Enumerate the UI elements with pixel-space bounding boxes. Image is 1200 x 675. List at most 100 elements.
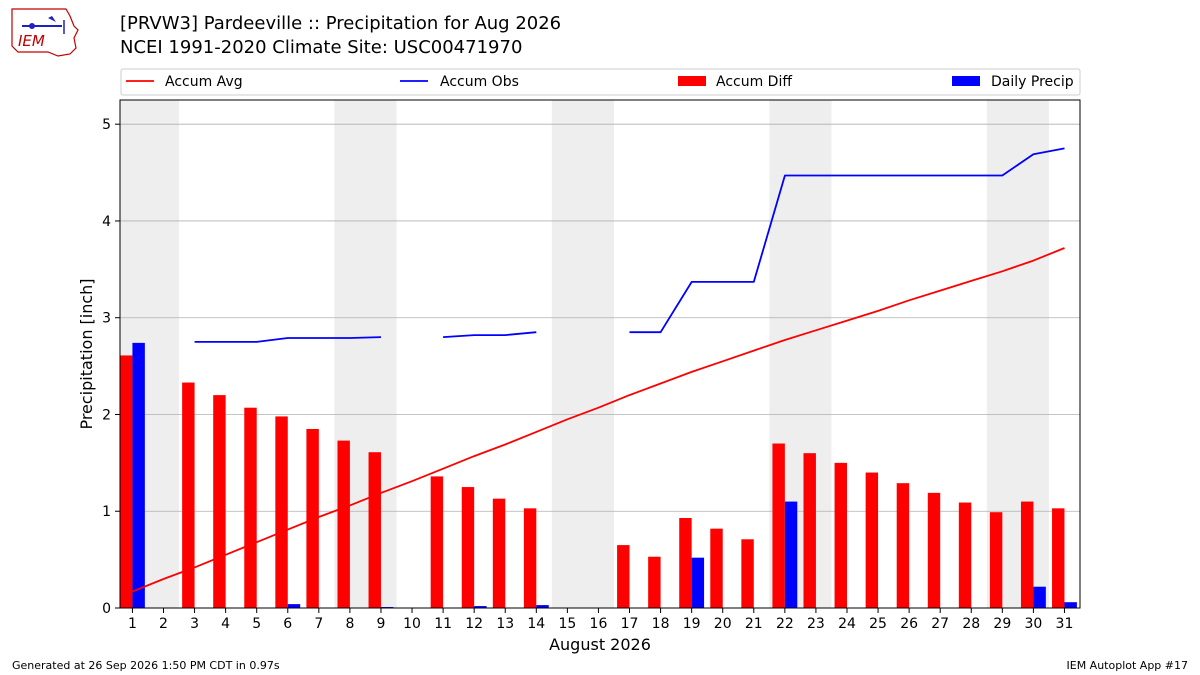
accum-diff-bar xyxy=(430,476,444,608)
legend-label-accum-avg: Accum Avg xyxy=(165,74,243,90)
x-tick-label: 31 xyxy=(1056,616,1074,632)
accum-diff-bar xyxy=(803,453,816,608)
iem-logo: IEM xyxy=(11,8,79,57)
x-tick-label: 15 xyxy=(558,616,576,632)
x-tick-label: 19 xyxy=(683,616,701,632)
y-tick-label: 4 xyxy=(102,214,111,230)
legend: Accum Avg Accum Obs Accum Diff Daily Pre… xyxy=(120,68,1081,96)
accum-avg-line xyxy=(132,247,1065,593)
legend-frame xyxy=(120,68,1081,96)
legend-label-accum-obs: Accum Obs xyxy=(440,74,519,90)
chart-title-line1: [PRVW3] Pardeeville :: Precipitation for… xyxy=(120,13,562,34)
x-tick-label: 4 xyxy=(221,616,230,632)
y-tick-label: 3 xyxy=(102,311,111,327)
x-tick-label: 9 xyxy=(377,616,386,632)
weekend-shading xyxy=(120,100,1049,608)
accum-diff-bar xyxy=(865,472,879,608)
x-tick-label: 16 xyxy=(590,616,608,632)
x-tick-label: 26 xyxy=(900,616,918,632)
accum-diff-bar xyxy=(1020,501,1034,608)
accum-diff-bar xyxy=(679,518,692,608)
y-axis-label: Precipitation [inch] xyxy=(77,278,96,429)
daily-precip-bar xyxy=(691,557,705,608)
accum-diff-bar xyxy=(989,512,1003,608)
accum-diff-bar xyxy=(1052,508,1065,608)
accum-diff-bar xyxy=(182,382,195,608)
plot-frame xyxy=(119,99,1081,609)
x-tick-label: 6 xyxy=(283,616,292,632)
daily-precip-bar xyxy=(536,605,549,608)
accum-diff-bar xyxy=(306,428,319,608)
y-tick-label: 1 xyxy=(102,504,111,520)
accum-diff-bar xyxy=(213,395,226,608)
accum-obs-line xyxy=(443,331,537,338)
svg-text:IEM: IEM xyxy=(18,32,45,50)
daily-precip-bar xyxy=(132,342,145,608)
accum-diff-bar xyxy=(896,483,910,608)
accum-obs-line xyxy=(194,336,382,343)
accum-diff-bar xyxy=(772,443,785,608)
x-tick-label: 29 xyxy=(993,616,1011,632)
x-tick-label: 13 xyxy=(496,616,514,632)
x-tick-label: 5 xyxy=(252,616,261,632)
y-tick-label: 0 xyxy=(102,601,111,617)
legend-label-daily-precip: Daily Precip xyxy=(991,74,1074,90)
x-tick-label: 20 xyxy=(714,616,732,632)
accum-diff-bar xyxy=(617,545,630,608)
x-tick-label: 11 xyxy=(434,616,452,632)
accum-diff-bar xyxy=(958,502,972,608)
gridlines xyxy=(120,123,1080,512)
x-tick-label: 8 xyxy=(345,616,354,632)
chart-title-line2: NCEI 1991-2020 Climate Site: USC00471970 xyxy=(120,37,523,58)
accum-diff-bar xyxy=(834,462,847,608)
weekend-shade xyxy=(551,100,614,608)
accum-obs-line xyxy=(629,147,1065,334)
x-tick-label: 17 xyxy=(621,616,639,632)
x-tick-label: 1 xyxy=(128,616,137,632)
x-tick-label: 10 xyxy=(403,616,421,632)
accum-diff-bar xyxy=(461,487,475,608)
x-tick-label: 12 xyxy=(465,616,483,632)
accum-diff-bar xyxy=(648,556,661,608)
accum-diff-bar xyxy=(927,492,941,608)
x-tick-label: 22 xyxy=(776,616,794,632)
y-tick-label: 2 xyxy=(102,407,111,423)
generated-timestamp: Generated at 26 Sep 2026 1:50 PM CDT in … xyxy=(12,659,280,672)
x-tick-label: 30 xyxy=(1024,616,1042,632)
legend-swatch-accum-diff xyxy=(678,76,706,86)
x-tick-label: 7 xyxy=(314,616,323,632)
accum-diff-bar xyxy=(120,355,133,608)
x-axis-label: August 2026 xyxy=(549,635,651,654)
legend-swatch-daily-precip xyxy=(952,76,980,86)
app-credit: IEM Autoplot App #17 xyxy=(1066,659,1189,672)
bars xyxy=(120,342,1077,608)
x-tick-label: 27 xyxy=(931,616,949,632)
y-tick-label: 5 xyxy=(102,117,111,133)
accum-diff-bar xyxy=(710,528,723,608)
x-tick-label: 25 xyxy=(869,616,887,632)
accum-diff-bar xyxy=(523,508,537,608)
daily-precip-bar xyxy=(474,606,487,608)
x-tick-label: 24 xyxy=(838,616,856,632)
accum-diff-bar xyxy=(275,416,288,608)
accum-diff-bar xyxy=(244,407,257,608)
x-tick-label: 23 xyxy=(807,616,825,632)
x-tick-label: 28 xyxy=(962,616,980,632)
daily-precip-bar xyxy=(287,604,301,608)
x-tick-label: 21 xyxy=(745,616,763,632)
x-tick-label: 14 xyxy=(527,616,545,632)
accum-diff-bar xyxy=(492,498,506,608)
x-tick-label: 2 xyxy=(159,616,168,632)
legend-label-accum-diff: Accum Diff xyxy=(716,74,792,90)
accum-diff-bar xyxy=(337,440,350,608)
daily-precip-bar xyxy=(1033,586,1046,608)
daily-precip-bar xyxy=(784,501,798,608)
x-tick-label: 18 xyxy=(652,616,670,632)
accum-diff-bar xyxy=(368,452,381,608)
x-tick-label: 3 xyxy=(190,616,199,632)
daily-precip-bar xyxy=(1064,602,1077,608)
lines xyxy=(132,147,1065,593)
accum-diff-bar xyxy=(741,539,754,608)
